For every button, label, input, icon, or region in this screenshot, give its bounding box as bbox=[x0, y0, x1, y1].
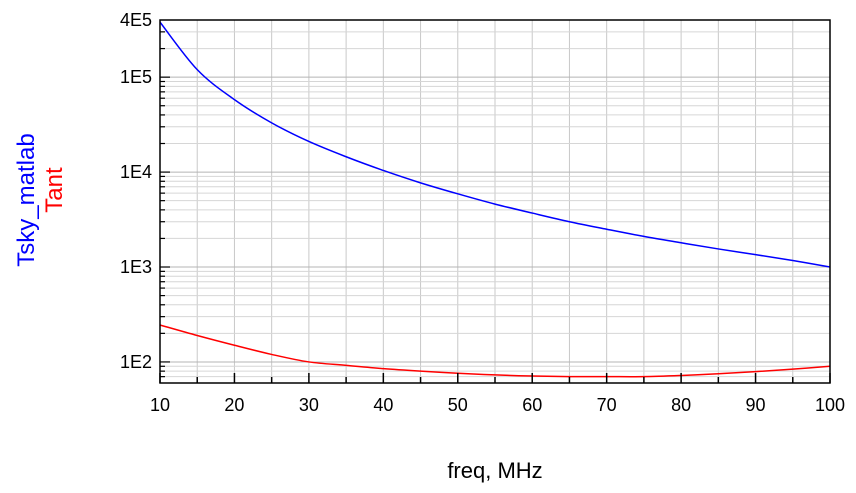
y-tick-label: 1E2 bbox=[120, 352, 152, 372]
x-tick-label: 40 bbox=[373, 395, 393, 415]
y-label-tsky: Tsky_matlab bbox=[13, 133, 40, 266]
x-tick-label: 80 bbox=[671, 395, 691, 415]
y-tick-label: 1E4 bbox=[120, 162, 152, 182]
y-tick-label: 1E5 bbox=[120, 67, 152, 87]
x-tick-label: 50 bbox=[448, 395, 468, 415]
y-label-tant: Tant bbox=[41, 167, 68, 213]
tick-labels: 10 20 30 40 50 60 70 80 90 100 1E2 1E3 1E4 1E5 4E5 bbox=[120, 10, 845, 415]
y-axis-legend: Tsky_matlab Tant bbox=[13, 133, 68, 266]
series-line-tsky-matlab bbox=[159, 21, 831, 268]
x-tick-label: 60 bbox=[522, 395, 542, 415]
x-tick-label: 20 bbox=[224, 395, 244, 415]
ticks bbox=[159, 31, 831, 383]
y-tick-label: 4E5 bbox=[120, 10, 152, 30]
x-tick-label: 30 bbox=[299, 395, 319, 415]
x-tick-label: 70 bbox=[597, 395, 617, 415]
x-tick-label: 90 bbox=[746, 395, 766, 415]
y-tick-label: 1E3 bbox=[120, 257, 152, 277]
x-axis-label: freq, MHz bbox=[447, 458, 542, 483]
x-tick-label: 100 bbox=[815, 395, 845, 415]
x-tick-label: 10 bbox=[150, 395, 170, 415]
grid bbox=[160, 20, 830, 383]
series-layer bbox=[159, 21, 831, 378]
series-line-tant bbox=[159, 324, 831, 378]
